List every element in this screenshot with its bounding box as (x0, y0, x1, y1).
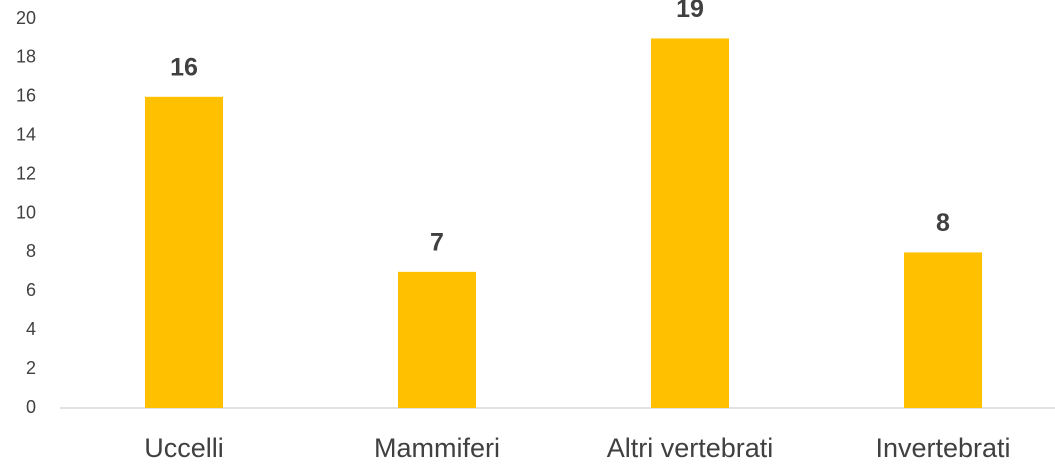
y-tick-label: 4 (26, 319, 36, 339)
y-tick-label: 16 (16, 86, 36, 106)
y-tick-label: 6 (26, 280, 36, 300)
bar (904, 252, 982, 408)
y-tick-label: 8 (26, 241, 36, 261)
y-tick-label: 0 (26, 397, 36, 417)
x-tick-label: Invertebrati (875, 433, 1010, 463)
y-tick-label: 10 (16, 202, 36, 222)
data-label: 7 (430, 228, 444, 256)
data-label: 16 (170, 53, 198, 81)
bar (398, 271, 476, 408)
y-tick-label: 14 (16, 124, 36, 144)
y-tick-label: 20 (16, 8, 36, 28)
x-tick-label: Mammiferi (374, 433, 500, 463)
y-tick-label: 12 (16, 163, 36, 183)
data-label: 19 (676, 0, 704, 23)
x-tick-label: Uccelli (144, 433, 224, 463)
data-label: 8 (936, 209, 950, 237)
bar (651, 38, 729, 408)
y-tick-label: 18 (16, 47, 36, 67)
bar (145, 96, 223, 409)
y-tick-label: 2 (26, 358, 36, 378)
x-tick-label: Altri vertebrati (607, 433, 774, 463)
